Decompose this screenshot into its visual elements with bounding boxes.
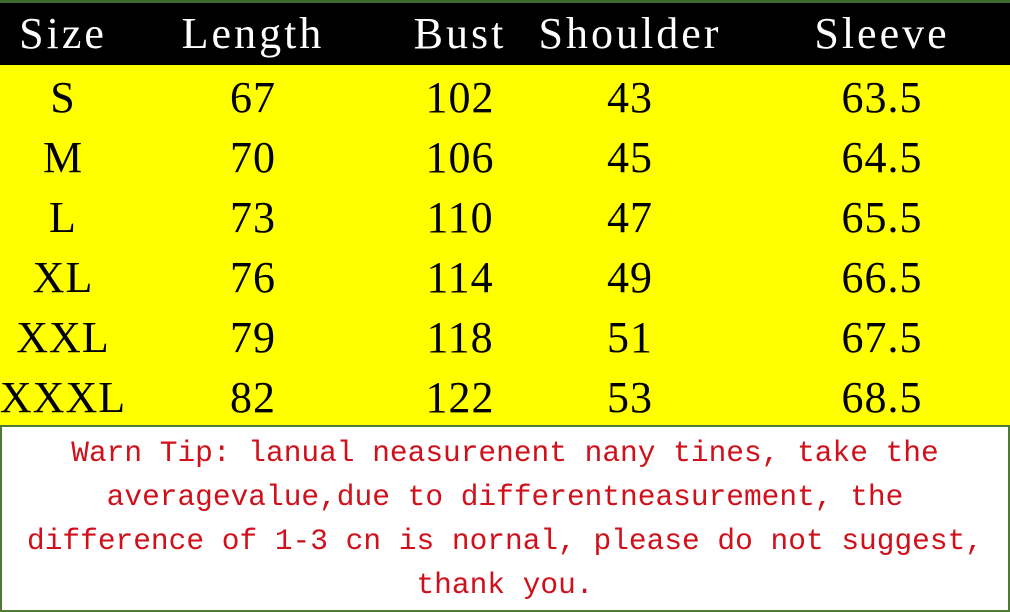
table-header (0, 3, 1010, 65)
cell-size: L (49, 193, 77, 242)
cell-shoulder: 45 (607, 133, 653, 182)
cell-sleeve: 63.5 (841, 73, 923, 122)
cell-shoulder: 49 (607, 253, 653, 302)
table-body (0, 65, 1010, 425)
warning-note: Warn Tip: lanual neasurenent nany tines,… (0, 425, 1010, 612)
cell-bust: 102 (425, 73, 495, 122)
cell-length: 67 (230, 73, 276, 122)
cell-length: 73 (230, 193, 276, 242)
cell-sleeve: 68.5 (841, 373, 923, 422)
cell-bust: 122 (425, 373, 495, 422)
header-length: Length (181, 9, 325, 58)
cell-shoulder: 43 (607, 73, 653, 122)
cell-size: XXXL (0, 373, 127, 422)
cell-bust: 110 (426, 193, 494, 242)
cell-length: 82 (230, 373, 276, 422)
cell-size: XL (32, 253, 94, 302)
cell-bust: 106 (425, 133, 495, 182)
header-sleeve: Sleeve (814, 9, 950, 58)
cell-size: XXL (16, 313, 110, 362)
cell-shoulder: 53 (607, 373, 653, 422)
header-shoulder: Shoulder (538, 9, 722, 58)
cell-shoulder: 51 (607, 313, 653, 362)
cell-sleeve: 66.5 (841, 253, 923, 302)
cell-bust: 114 (426, 253, 494, 302)
cell-size: M (42, 133, 84, 182)
header-size: Size (19, 9, 107, 58)
warning-note-text: Warn Tip: lanual neasurenent nany tines,… (27, 435, 983, 602)
cell-sleeve: 67.5 (841, 313, 923, 362)
cell-bust: 118 (426, 313, 494, 362)
cell-length: 70 (230, 133, 276, 182)
cell-sleeve: 65.5 (841, 193, 923, 242)
header-bust: Bust (413, 9, 507, 58)
cell-size: S (50, 73, 76, 122)
cell-length: 76 (230, 253, 276, 302)
top-border (0, 0, 1010, 3)
cell-length: 79 (230, 313, 276, 362)
cell-shoulder: 47 (607, 193, 653, 242)
cell-sleeve: 64.5 (841, 133, 923, 182)
